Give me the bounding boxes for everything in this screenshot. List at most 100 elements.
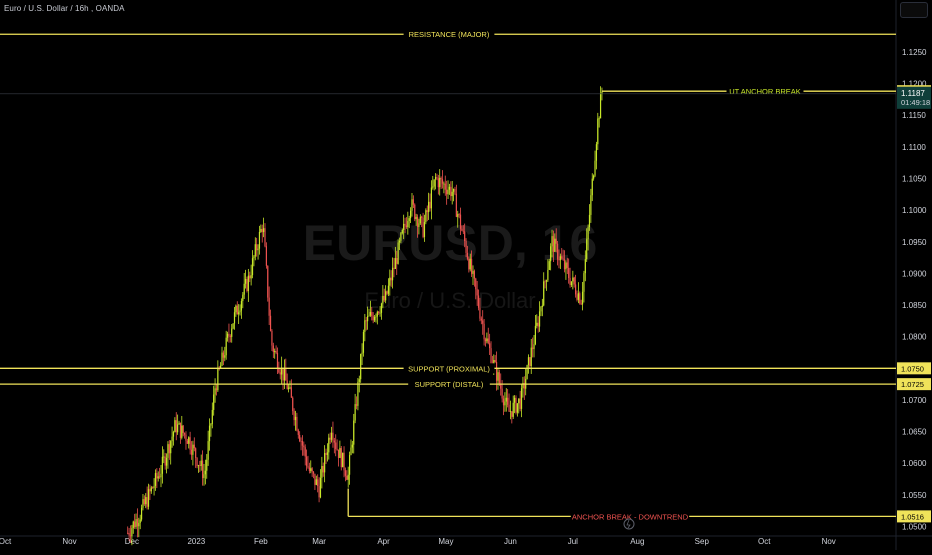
price-tick-label: 1.1250 xyxy=(902,48,927,57)
candle-body xyxy=(213,394,215,410)
candle-body xyxy=(168,444,170,454)
price-tick-label: 1.0900 xyxy=(902,269,927,278)
candle-body xyxy=(421,216,423,218)
candle-body xyxy=(171,436,173,442)
candle-body xyxy=(337,449,340,458)
candle-body xyxy=(275,350,277,354)
candle-body xyxy=(512,402,514,417)
candle-body xyxy=(236,305,238,315)
candle-body xyxy=(311,468,313,472)
candle-body xyxy=(138,522,140,527)
candle-body xyxy=(461,228,463,231)
candle-body xyxy=(400,233,402,241)
candle-body xyxy=(332,432,334,441)
candle-body xyxy=(495,361,498,381)
candle-body xyxy=(422,217,424,237)
candle-body xyxy=(425,210,427,223)
candle-body xyxy=(257,248,259,251)
candle-body xyxy=(268,297,270,316)
candle-body xyxy=(181,425,183,438)
candle-body xyxy=(289,387,291,389)
candle-body xyxy=(581,291,584,305)
candle-body xyxy=(182,425,184,434)
candle-body xyxy=(318,486,320,498)
candle-body xyxy=(533,344,535,349)
candle-body xyxy=(297,430,299,435)
candle-body xyxy=(489,343,491,349)
candle-body xyxy=(233,312,236,324)
candle-body xyxy=(150,487,152,492)
candle-body xyxy=(580,303,582,305)
candle-body xyxy=(548,261,550,270)
price-tick-label: 1.0850 xyxy=(902,301,927,310)
candle-body xyxy=(579,293,581,304)
candle-body xyxy=(200,460,202,466)
candle-body xyxy=(217,367,219,391)
time-tick-label: May xyxy=(438,537,453,546)
candle-body xyxy=(477,295,480,308)
candle-body xyxy=(153,485,155,489)
candle-body xyxy=(249,275,251,279)
level-label: UT ANCHOR BREAK xyxy=(729,87,801,96)
candle-body xyxy=(186,440,188,444)
candle-body xyxy=(178,422,180,425)
candle-body xyxy=(369,312,371,316)
candle-body xyxy=(279,372,281,375)
candle-body xyxy=(476,289,478,296)
price-tick-label: 1.1000 xyxy=(902,206,927,215)
candle-body xyxy=(482,320,484,324)
time-tick-label: Nov xyxy=(62,537,76,546)
candle-body xyxy=(591,178,593,196)
candle-body xyxy=(261,228,263,233)
candle-body xyxy=(278,368,280,373)
time-tick-label: Apr xyxy=(377,537,390,546)
event-marker-icon[interactable] xyxy=(623,518,635,530)
candle-body xyxy=(405,225,408,228)
candle-body xyxy=(556,243,559,260)
candle-body xyxy=(156,473,158,479)
candle-body xyxy=(199,465,201,467)
candle-body xyxy=(494,359,496,362)
candle-body xyxy=(354,404,356,421)
candle-body xyxy=(439,177,441,188)
candle-body xyxy=(452,188,455,192)
candle-body xyxy=(570,281,573,286)
candle-body xyxy=(466,252,469,259)
price-axis-settings-button[interactable] xyxy=(900,2,928,18)
candle-body xyxy=(373,316,376,321)
candle-body xyxy=(342,452,344,468)
candle-body xyxy=(385,291,387,301)
candle-body xyxy=(203,474,205,479)
candle-body xyxy=(368,315,370,317)
candle-body xyxy=(263,228,265,233)
price-tick-label: 1.0700 xyxy=(902,396,927,405)
candle-body xyxy=(545,280,548,282)
candle-body xyxy=(131,528,133,537)
candle-body xyxy=(588,214,591,228)
candle-body xyxy=(287,387,290,389)
candle-body xyxy=(595,144,598,161)
candle-body xyxy=(163,456,165,458)
candle-body xyxy=(411,199,413,211)
candle-body xyxy=(418,223,420,227)
price-tick-label: 1.0550 xyxy=(902,491,927,500)
candle-body xyxy=(276,353,279,369)
candle-body xyxy=(507,397,509,405)
candle-body xyxy=(514,397,516,403)
candle-body xyxy=(195,448,197,458)
candle-body xyxy=(390,277,392,281)
candle-body xyxy=(584,259,586,274)
level-label: SUPPORT (DISTAL) xyxy=(415,380,484,389)
candle-body xyxy=(222,352,224,358)
candle-body xyxy=(532,347,534,349)
candle-body xyxy=(538,311,541,327)
candle-body xyxy=(459,214,462,229)
level-label: RESISTANCE (MAJOR) xyxy=(409,30,490,39)
candle-body xyxy=(161,456,163,474)
candle-body xyxy=(333,440,335,443)
candle-body xyxy=(378,311,380,314)
candle-body xyxy=(599,93,602,119)
candle-body xyxy=(193,444,195,449)
